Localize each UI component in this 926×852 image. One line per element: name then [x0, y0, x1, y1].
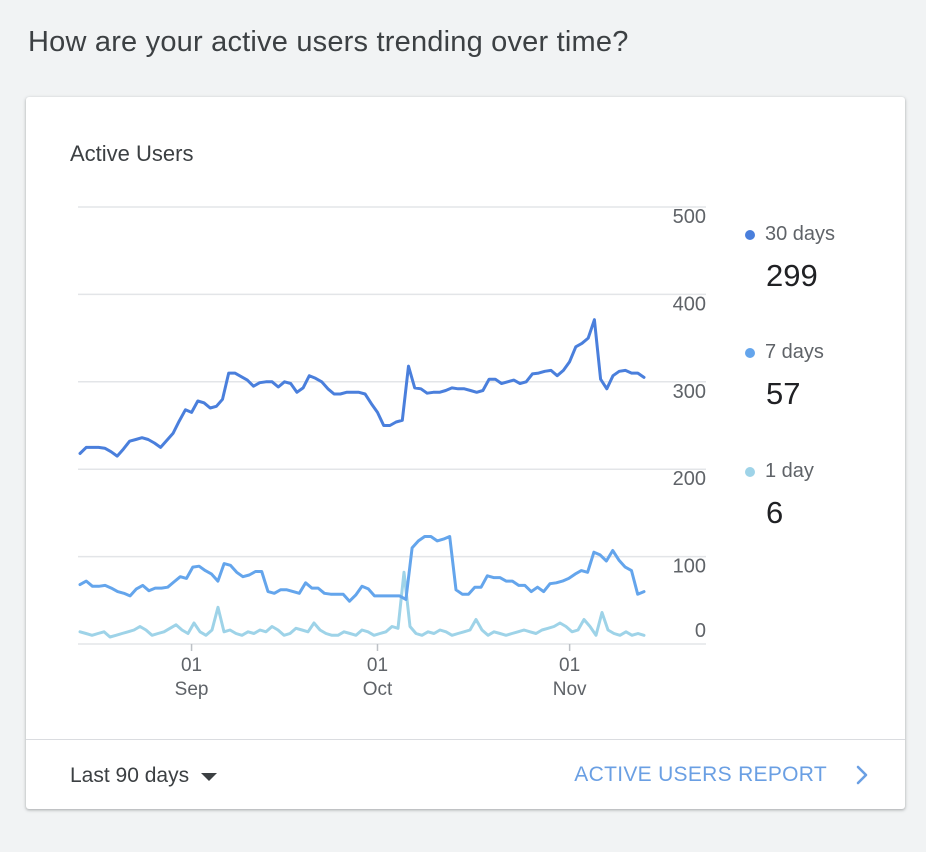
date-range-label: Last 90 days	[70, 764, 190, 787]
x-tick-day: 01	[367, 655, 388, 676]
y-tick-label: 500	[673, 206, 706, 228]
active-users-report-link[interactable]: ACTIVE USERS REPORT	[574, 763, 869, 787]
active-users-chart: 500 400 300 200 100 0 01 Sep 01 Oct 01 Nov	[78, 206, 706, 700]
x-tick-month: Nov	[553, 679, 587, 700]
x-tick-month: Sep	[175, 679, 209, 700]
date-range-dropdown[interactable]: Last 90 days	[70, 764, 218, 788]
y-tick-label: 0	[695, 620, 706, 642]
x-tick-day: 01	[181, 655, 202, 676]
x-tick-day: 01	[559, 655, 580, 676]
report-link-label: ACTIVE USERS REPORT	[574, 763, 827, 786]
legend-value-1-day: 6	[766, 495, 784, 530]
legend-dot-30-days	[745, 229, 755, 240]
y-tick-label: 400	[673, 293, 706, 315]
card-footer: Last 90 days ACTIVE USERS REPORT	[26, 739, 905, 809]
series-line-7-days	[78, 535, 646, 603]
legend-label-7-days: 7 days	[765, 341, 824, 363]
legend-label-30-days: 30 days	[765, 223, 836, 245]
active-users-card: Active Users 500 400 300 200 100 0 01 Sep 01 Oct 0…	[26, 97, 905, 809]
chevron-right-icon	[856, 765, 868, 785]
series-line-30-days	[78, 318, 646, 458]
legend-dot-1-day	[745, 466, 755, 477]
caret-down-icon	[201, 773, 218, 781]
legend-item-7-days: 7 days 57	[745, 341, 824, 412]
series-line-1-day	[78, 570, 646, 639]
y-tick-label: 200	[673, 468, 706, 490]
card-title: Active Users	[70, 141, 194, 166]
legend-value-7-days: 57	[766, 376, 801, 411]
legend-item-30-days: 30 days 299	[745, 223, 835, 294]
legend-value-30-days: 299	[766, 258, 818, 293]
legend-label-1-day: 1 day	[765, 460, 814, 482]
page-heading: How are your active users trending over …	[28, 26, 629, 58]
x-tick-month: Oct	[363, 679, 393, 700]
y-tick-label: 100	[673, 556, 706, 578]
legend-item-1-day: 1 day 6	[745, 460, 814, 531]
y-tick-label: 300	[673, 381, 706, 403]
legend-dot-7-days	[745, 347, 755, 358]
